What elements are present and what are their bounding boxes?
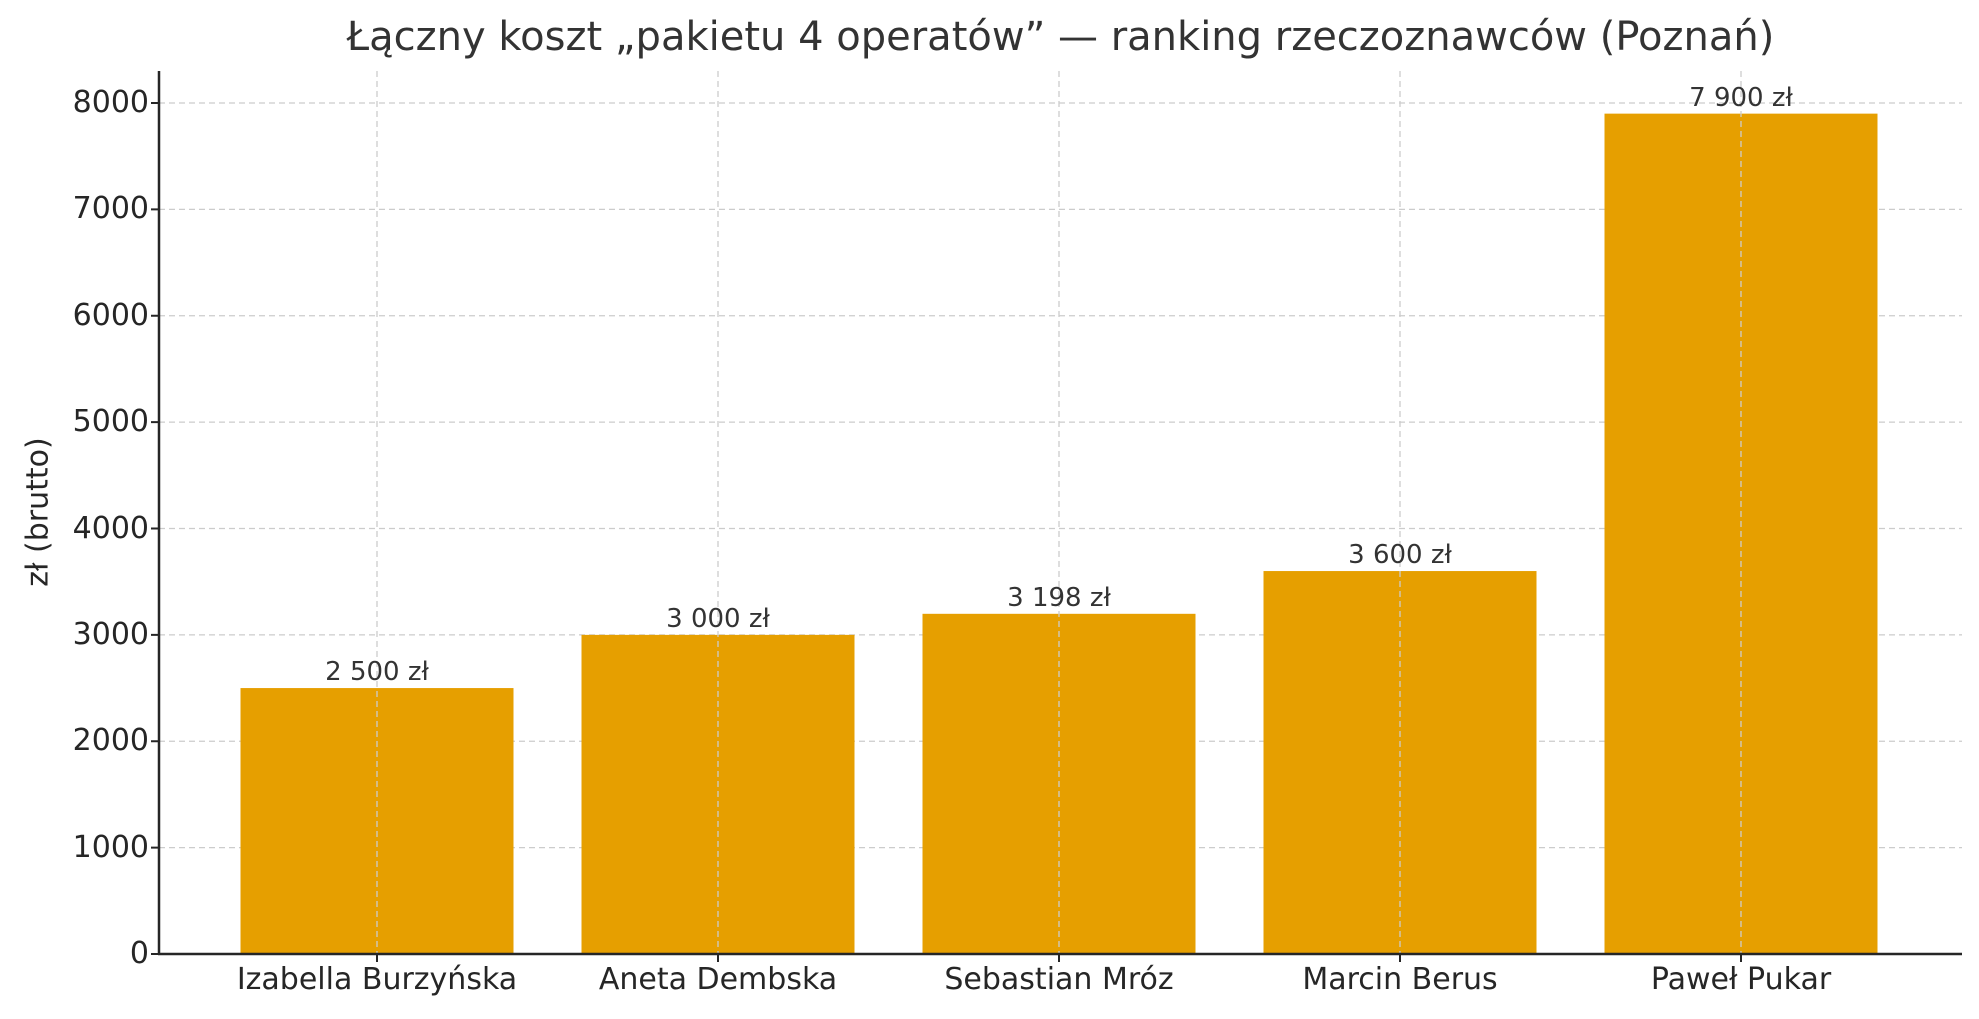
x-tick-label: Izabella Burzyńska bbox=[236, 962, 518, 997]
x-tick-label: Sebastian Mróz bbox=[944, 962, 1174, 997]
x-tick-label: Paweł Pukar bbox=[1650, 962, 1832, 997]
y-tick-label: 7000 bbox=[72, 191, 149, 227]
x-tick-label: Marcin Berus bbox=[1302, 962, 1498, 997]
y-tick-label: 1000 bbox=[72, 829, 149, 865]
bar-value-label: 2 500 zł bbox=[325, 657, 429, 688]
y-tick-label: 5000 bbox=[72, 404, 149, 440]
y-axis-label: zł (brutto) bbox=[20, 437, 56, 587]
y-tick-label: 8000 bbox=[72, 85, 149, 120]
chart-title: Łączny koszt „pakietu 4 operatów” — rank… bbox=[346, 14, 1775, 60]
y-tick-label: 2000 bbox=[72, 723, 149, 759]
bar-value-label: 3 000 zł bbox=[666, 603, 770, 634]
y-tick-label: 6000 bbox=[72, 297, 149, 333]
x-tick-label: Aneta Dembska bbox=[598, 962, 838, 997]
y-tick-label: 3000 bbox=[72, 616, 149, 652]
y-tick-label: 0 bbox=[129, 936, 149, 971]
bar-value-label: 3 198 zł bbox=[1007, 582, 1111, 613]
y-tick-label: 4000 bbox=[72, 510, 149, 546]
bar-value-label: 7 900 zł bbox=[1689, 82, 1793, 113]
bar-value-label: 3 600 zł bbox=[1348, 540, 1452, 571]
